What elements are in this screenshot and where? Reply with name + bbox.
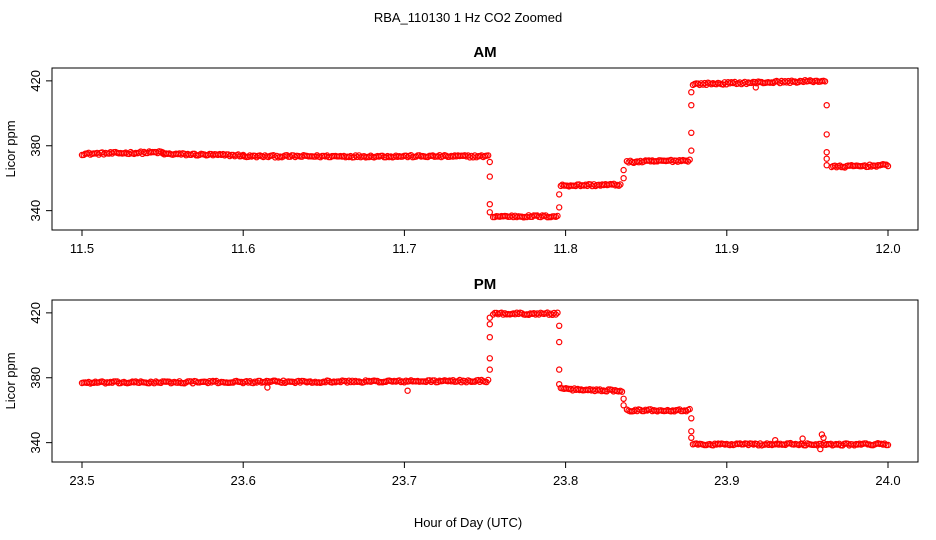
am-data-point bbox=[686, 156, 693, 163]
pm-data-point bbox=[618, 388, 626, 395]
am-panel: AM Licor ppm 11.5 11.6 11.7 11.8 11.9 12.0 34… bbox=[3, 44, 919, 256]
am-data-point bbox=[556, 204, 563, 211]
am-data-point bbox=[823, 155, 830, 162]
x-axis-label: Hour of Day (UTC) bbox=[414, 515, 522, 530]
am-data-point bbox=[485, 152, 492, 159]
am-y-tick-label: 380 bbox=[28, 135, 43, 157]
pm-data-point bbox=[772, 437, 779, 444]
pm-x-tick-label: 23.5 bbox=[69, 473, 94, 488]
pm-y-tick-label: 380 bbox=[28, 367, 43, 389]
am-x-tick-label: 12.0 bbox=[875, 241, 900, 256]
am-data-point bbox=[883, 161, 890, 168]
am-data-point bbox=[688, 101, 695, 109]
am-data-point bbox=[486, 209, 493, 216]
am-x-tick-label: 11.9 bbox=[715, 241, 739, 256]
pm-y-tick-label: 420 bbox=[28, 302, 43, 324]
am-y-axis: 340 380 420 bbox=[28, 70, 52, 221]
pm-data-point bbox=[556, 338, 563, 346]
am-data-point bbox=[556, 191, 563, 198]
am-data-point bbox=[823, 161, 830, 169]
am-data-point bbox=[688, 147, 695, 154]
pm-data-point bbox=[688, 434, 695, 441]
pm-data-point bbox=[799, 435, 806, 442]
pm-data-point bbox=[884, 441, 892, 449]
pm-data-point bbox=[881, 440, 888, 447]
pm-x-axis: 23.5 23.6 23.7 23.8 23.9 24.0 bbox=[69, 462, 901, 488]
am-data-point bbox=[884, 162, 892, 170]
pm-panel: PM Licor ppm 23.5 23.6 23.7 23.8 23.9 24.0 34… bbox=[3, 276, 919, 488]
pm-data-point bbox=[249, 379, 257, 387]
pm-data-point bbox=[556, 381, 563, 388]
am-data-point bbox=[752, 84, 760, 91]
am-data-points bbox=[78, 76, 892, 221]
am-data-point bbox=[620, 174, 627, 182]
pm-x-tick-label: 23.8 bbox=[553, 473, 578, 488]
am-x-tick-label: 11.5 bbox=[70, 241, 94, 256]
pm-data-point bbox=[620, 402, 627, 409]
am-data-point bbox=[688, 88, 695, 96]
pm-data-point bbox=[485, 376, 492, 384]
pm-data-point bbox=[556, 322, 563, 329]
pm-data-point bbox=[486, 366, 493, 373]
am-data-point bbox=[823, 101, 830, 109]
am-data-point bbox=[554, 212, 561, 220]
pm-data-point bbox=[552, 311, 560, 318]
am-data-point bbox=[617, 181, 624, 188]
pm-data-point bbox=[620, 395, 627, 402]
pm-data-point bbox=[817, 445, 824, 453]
pm-plot-frame bbox=[51, 299, 919, 463]
pm-data-point bbox=[264, 384, 271, 391]
am-data-point bbox=[823, 148, 830, 156]
pm-data-point bbox=[818, 431, 826, 438]
figure-title: RBA_110130 1 Hz CO2 Zoomed bbox=[374, 10, 562, 25]
pm-panel-title: PM bbox=[474, 276, 497, 293]
pm-x-tick-label: 23.6 bbox=[231, 473, 256, 488]
pm-data-point bbox=[549, 311, 556, 318]
am-data-point bbox=[823, 131, 830, 138]
am-y-axis-label: Licor ppm bbox=[3, 120, 18, 177]
pm-data-point bbox=[688, 415, 695, 422]
am-x-axis: 11.5 11.6 11.7 11.8 11.9 12.0 bbox=[70, 230, 901, 256]
am-data-point bbox=[821, 78, 829, 85]
am-y-tick-label: 340 bbox=[28, 200, 43, 222]
am-y-tick-label: 420 bbox=[28, 70, 43, 92]
pm-data-point bbox=[556, 366, 563, 373]
pm-data-point bbox=[820, 434, 827, 441]
am-data-point bbox=[486, 200, 493, 208]
pm-x-tick-label: 23.7 bbox=[392, 473, 417, 488]
am-panel-title: AM bbox=[473, 44, 496, 61]
pm-data-point bbox=[554, 309, 561, 316]
am-x-tick-label: 11.6 bbox=[231, 241, 255, 256]
pm-x-tick-label: 23.9 bbox=[714, 473, 739, 488]
pm-y-axis-label: Licor ppm bbox=[3, 352, 18, 409]
am-data-point bbox=[688, 129, 695, 136]
am-data-point bbox=[684, 158, 692, 165]
pm-y-tick-label: 340 bbox=[28, 432, 43, 454]
pm-x-tick-label: 24.0 bbox=[875, 473, 900, 488]
am-data-point bbox=[486, 173, 493, 180]
am-data-point bbox=[620, 166, 627, 174]
pm-data-point bbox=[688, 428, 695, 435]
pm-data-point bbox=[486, 355, 493, 362]
am-x-tick-label: 11.8 bbox=[553, 241, 577, 256]
pm-y-axis: 340 380 420 bbox=[28, 302, 52, 453]
am-data-point bbox=[486, 158, 493, 166]
am-x-tick-label: 11.7 bbox=[392, 241, 416, 256]
pm-data-points bbox=[78, 309, 892, 453]
pm-data-point bbox=[486, 321, 493, 328]
am-plot-frame bbox=[51, 67, 919, 231]
pm-data-point bbox=[550, 309, 558, 317]
pm-data-point bbox=[404, 387, 411, 394]
pm-data-point bbox=[486, 314, 493, 321]
pm-data-point bbox=[686, 405, 693, 413]
pm-data-point bbox=[486, 334, 493, 341]
